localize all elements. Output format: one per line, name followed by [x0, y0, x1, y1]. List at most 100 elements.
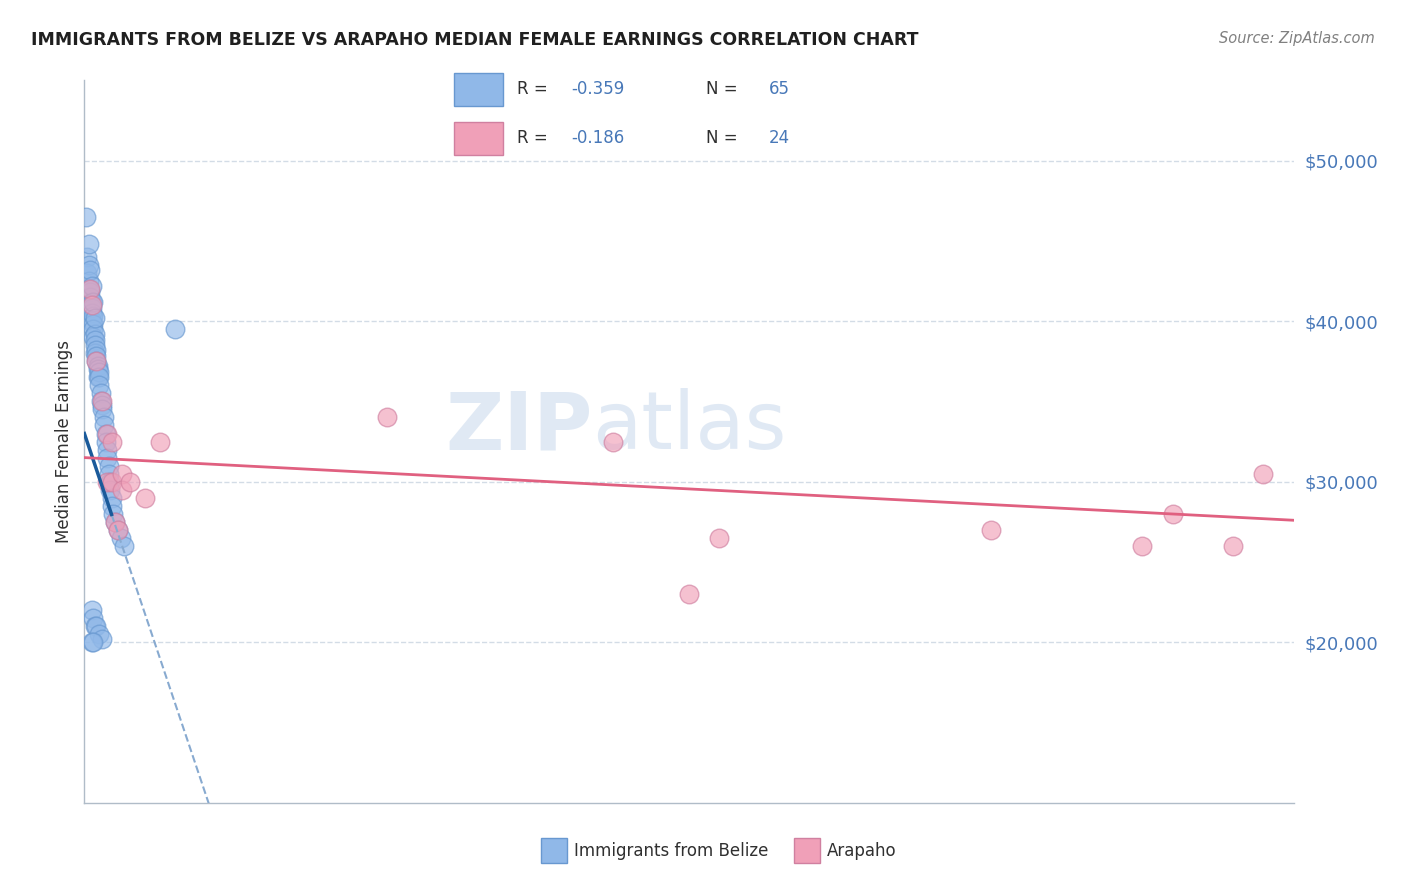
Point [77, 274, 100, 288]
Point [118, 475, 141, 489]
Point [84, 346, 107, 360]
FancyBboxPatch shape [454, 122, 503, 155]
Point [134, 491, 156, 505]
Point [82, 322, 104, 336]
Point [1161, 507, 1184, 521]
Point [91, 398, 114, 412]
Text: R =: R = [517, 80, 553, 98]
Point [80, 301, 103, 316]
Point [97, 458, 120, 473]
Point [96, 426, 118, 441]
Text: -0.186: -0.186 [571, 129, 624, 147]
Point [87, 362, 110, 376]
FancyBboxPatch shape [794, 838, 820, 863]
Point [82, 611, 104, 625]
Text: Arapaho: Arapaho [827, 842, 897, 860]
Point [91, 632, 114, 646]
Point [84, 326, 107, 341]
Point [76, 266, 98, 280]
Text: ZIP: ZIP [444, 388, 592, 467]
Point [91, 402, 114, 417]
Point [82, 330, 104, 344]
Point [82, 294, 104, 309]
Point [79, 298, 101, 312]
Point [84, 338, 107, 352]
Point [82, 318, 104, 332]
Text: 24: 24 [769, 129, 790, 147]
Y-axis label: Median Female Earnings: Median Female Earnings [55, 340, 73, 543]
Point [100, 491, 122, 505]
Text: R =: R = [517, 129, 553, 147]
Point [77, 282, 100, 296]
Point [75, 210, 97, 224]
FancyBboxPatch shape [454, 73, 503, 105]
Point [80, 635, 103, 649]
Point [97, 467, 120, 481]
Point [101, 507, 124, 521]
Text: atlas: atlas [592, 388, 786, 467]
Point [111, 467, 134, 481]
Point [80, 603, 103, 617]
Point [86, 350, 108, 364]
Text: Source: ZipAtlas.com: Source: ZipAtlas.com [1219, 31, 1375, 46]
Point [77, 237, 100, 252]
Point [96, 442, 118, 457]
FancyBboxPatch shape [541, 838, 567, 863]
Text: 65: 65 [769, 80, 790, 98]
Point [90, 386, 112, 401]
Point [602, 434, 624, 449]
Point [100, 499, 122, 513]
Point [86, 354, 108, 368]
Point [82, 635, 104, 649]
Point [86, 354, 108, 368]
Point [709, 531, 731, 545]
Point [107, 523, 129, 537]
Point [84, 334, 107, 348]
Point [79, 262, 101, 277]
Point [86, 619, 108, 633]
Point [80, 278, 103, 293]
Point [107, 523, 129, 537]
Point [82, 310, 104, 324]
Point [678, 587, 700, 601]
Point [100, 475, 122, 489]
Point [90, 394, 112, 409]
Point [104, 515, 127, 529]
Point [104, 515, 127, 529]
Point [94, 434, 117, 449]
Point [80, 314, 103, 328]
Point [112, 539, 135, 553]
Point [93, 410, 115, 425]
Point [87, 359, 110, 373]
Point [89, 370, 111, 384]
Point [80, 294, 103, 309]
Point [86, 343, 108, 357]
Point [84, 310, 107, 325]
Point [165, 322, 187, 336]
Point [79, 290, 101, 304]
Point [980, 523, 1002, 537]
Point [98, 475, 121, 489]
Point [1222, 539, 1244, 553]
Point [89, 366, 111, 380]
Point [79, 285, 101, 300]
Point [111, 483, 134, 497]
Point [89, 627, 111, 641]
Point [94, 426, 117, 441]
Point [100, 434, 122, 449]
Point [80, 306, 103, 320]
Point [98, 483, 121, 497]
Point [89, 378, 111, 392]
Text: -0.359: -0.359 [571, 80, 624, 98]
Point [91, 394, 114, 409]
Point [84, 619, 107, 633]
Point [375, 410, 398, 425]
Point [1130, 539, 1153, 553]
Text: N =: N = [706, 129, 742, 147]
Point [79, 282, 101, 296]
Point [1253, 467, 1275, 481]
Text: Immigrants from Belize: Immigrants from Belize [574, 842, 768, 860]
Point [149, 434, 172, 449]
Text: IMMIGRANTS FROM BELIZE VS ARAPAHO MEDIAN FEMALE EARNINGS CORRELATION CHART: IMMIGRANTS FROM BELIZE VS ARAPAHO MEDIAN… [31, 31, 918, 49]
Point [96, 450, 118, 465]
